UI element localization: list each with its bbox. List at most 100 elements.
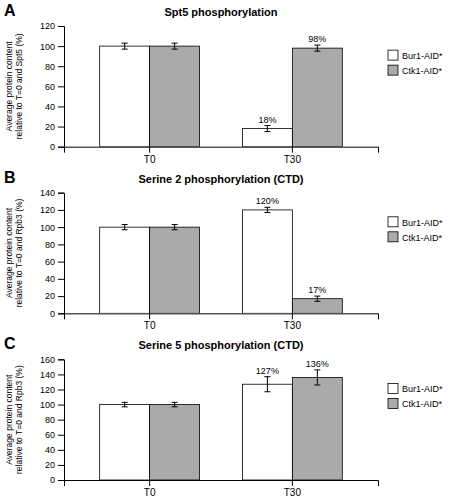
tick-mark (58, 86, 64, 87)
bar (100, 405, 150, 480)
tick-mark (58, 26, 64, 27)
tick-mark (58, 480, 64, 481)
error-bar-stem (174, 225, 175, 230)
tick-mark (58, 227, 64, 228)
error-bar-cap (314, 384, 320, 385)
legend-swatch (388, 398, 398, 408)
error-bar-cap (122, 43, 128, 44)
legend-swatch (388, 217, 398, 227)
error-bar (264, 126, 270, 132)
tick-mark (58, 127, 64, 128)
tick-mark (58, 210, 64, 211)
error-bar-cap (172, 43, 178, 44)
tick-mark (58, 66, 64, 67)
bar (100, 227, 150, 313)
error-bar-stem (174, 402, 175, 407)
x-tick: T30 (284, 313, 302, 331)
y-tick: 120 (40, 385, 64, 395)
x-tick: T0 (144, 147, 156, 165)
legend: Bur1-AID*Ctk1-AID* (388, 383, 443, 409)
tick-mark (292, 480, 293, 486)
x-tick: T30 (284, 147, 302, 165)
error-bar-stem (124, 402, 125, 407)
tick-label: 40 (45, 102, 55, 112)
tick-label: 60 (45, 257, 55, 267)
tick-label: 40 (45, 274, 55, 284)
panel-label: B (4, 169, 16, 186)
y-tick: 20 (45, 122, 64, 132)
tick-label: T0 (144, 320, 156, 331)
data-label: 17% (308, 285, 326, 295)
y-tick: 80 (45, 415, 64, 425)
panel: Serine 2 phosphorylation (CTD) 0 20 40 60 80 1… (4, 169, 443, 332)
legend-swatch (388, 65, 398, 75)
data-labels: 18%98% (258, 34, 326, 124)
y-tick: 80 (45, 240, 64, 250)
y-tick: 120 (40, 205, 64, 215)
tick-label: 40 (45, 445, 55, 455)
tick-mark (58, 106, 64, 107)
bar (100, 46, 150, 147)
tick-mark (58, 313, 64, 314)
tick-label: T0 (144, 154, 156, 165)
tick-mark (58, 405, 64, 406)
chart-title: Serine 2 phosphorylation (CTD) (138, 173, 303, 185)
y-tick: 100 (40, 41, 64, 51)
tick-mark (149, 480, 150, 486)
error-bar-cap (172, 229, 178, 230)
tick-mark (58, 435, 64, 436)
y-tick: 0 (50, 475, 64, 485)
y-tick: 20 (45, 460, 64, 470)
tick-label: 140 (40, 188, 55, 198)
y-tick: 40 (45, 102, 64, 112)
error-bar-cap (264, 212, 270, 213)
y-axis: 020406080100120140160 (40, 355, 65, 486)
y-tick: 40 (45, 445, 64, 455)
tick-label: 0 (50, 475, 55, 485)
tick-mark (58, 465, 64, 466)
tick-label: 0 (50, 309, 55, 319)
tick-mark (58, 279, 64, 280)
bar (292, 377, 342, 480)
legend-label: Ctk1-AID* (402, 66, 443, 76)
error-bar-cap (264, 131, 270, 132)
error-bar-cap (264, 376, 270, 377)
y-axis-label: Average protein contentrelative to T=0 a… (4, 198, 24, 307)
y-tick: 0 (50, 142, 64, 152)
tick-label: 60 (45, 430, 55, 440)
y-axis: 020406080100120 (40, 21, 65, 152)
panel-label: A (4, 2, 16, 19)
error-bar-cap (122, 224, 128, 225)
error-bar-cap (122, 406, 128, 407)
tick-mark (149, 313, 150, 319)
tick-mark (58, 193, 64, 194)
y-tick: 60 (45, 430, 64, 440)
tick-label: 60 (45, 82, 55, 92)
x-axis: T0 T30 (65, 313, 379, 331)
error-bar (172, 43, 178, 49)
plot: Serine 2 phosphorylation (CTD) 0 20 40 60 80 1… (4, 173, 443, 332)
tick-label: 20 (45, 122, 55, 132)
y-tick: 20 (45, 291, 64, 301)
axis-line (65, 314, 379, 320)
data-label: 136% (306, 359, 329, 369)
tick-mark (58, 262, 64, 263)
axis-line (65, 481, 379, 487)
panel-label: C (4, 335, 16, 352)
error-bar-stem (267, 126, 268, 132)
tick-label: T30 (284, 154, 302, 165)
error-bar-stem (124, 225, 125, 230)
y-tick: 160 (40, 355, 64, 365)
legend-label: Bur1-AID* (402, 51, 443, 61)
error-bar-cap (314, 45, 320, 46)
tick-label: 0 (50, 142, 55, 152)
legend-swatch (388, 383, 398, 393)
y-tick: 100 (40, 223, 64, 233)
tick-mark (58, 296, 64, 297)
tick-mark (58, 244, 64, 245)
x-tick: T0 (144, 480, 156, 498)
error-bar (122, 225, 128, 230)
axis-line (58, 360, 65, 481)
bar (292, 48, 342, 147)
error-bar-cap (314, 369, 320, 370)
